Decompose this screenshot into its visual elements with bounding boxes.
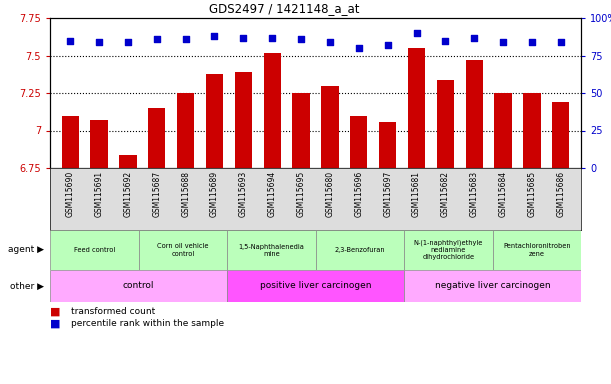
Bar: [235, 72, 252, 168]
Point: [325, 39, 335, 45]
Text: negative liver carcinogen: negative liver carcinogen: [434, 281, 551, 291]
Point: [65, 37, 75, 43]
Text: GSM115690: GSM115690: [66, 171, 75, 217]
Bar: [315, 230, 404, 270]
Point: [268, 35, 277, 41]
Text: GDS2497 / 1421148_a_at: GDS2497 / 1421148_a_at: [210, 2, 360, 15]
Text: 1,5-Naphthalenedia
mine: 1,5-Naphthalenedia mine: [238, 243, 304, 257]
Text: GSM115697: GSM115697: [383, 171, 392, 217]
Text: GSM115691: GSM115691: [95, 171, 103, 217]
Text: ■: ■: [50, 319, 64, 329]
Text: GSM115696: GSM115696: [354, 171, 364, 217]
Point: [382, 42, 392, 48]
Text: percentile rank within the sample: percentile rank within the sample: [71, 319, 224, 328]
Bar: [492, 230, 581, 270]
Bar: [404, 270, 581, 302]
Text: control: control: [123, 281, 154, 291]
Text: GSM115681: GSM115681: [412, 171, 421, 217]
Bar: [552, 102, 569, 168]
Text: GSM115684: GSM115684: [499, 171, 508, 217]
Text: GSM115683: GSM115683: [470, 171, 479, 217]
Bar: [350, 116, 367, 168]
Bar: [206, 73, 223, 168]
Text: positive liver carcinogen: positive liver carcinogen: [260, 281, 371, 291]
Point: [210, 33, 219, 39]
Text: GSM115692: GSM115692: [123, 171, 133, 217]
Point: [441, 37, 450, 43]
Point: [296, 36, 306, 42]
Point: [152, 36, 162, 42]
Bar: [227, 230, 315, 270]
Bar: [50, 230, 139, 270]
Bar: [494, 93, 512, 168]
Point: [94, 39, 104, 45]
Point: [498, 39, 508, 45]
Text: Pentachloronitroben
zene: Pentachloronitroben zene: [503, 243, 571, 257]
Text: ■: ■: [50, 307, 64, 317]
Bar: [408, 48, 425, 168]
Bar: [148, 108, 166, 168]
Bar: [437, 79, 454, 168]
Bar: [263, 53, 281, 168]
Point: [412, 30, 422, 36]
Bar: [62, 116, 79, 168]
Bar: [466, 60, 483, 168]
Text: other ▶: other ▶: [10, 281, 44, 291]
Text: agent ▶: agent ▶: [8, 245, 44, 255]
Point: [469, 35, 479, 41]
Bar: [293, 93, 310, 168]
Text: GSM115685: GSM115685: [527, 171, 536, 217]
Text: GSM115686: GSM115686: [556, 171, 565, 217]
Text: N-(1-naphthyl)ethyle
nediamine
dihydrochloride: N-(1-naphthyl)ethyle nediamine dihydroch…: [414, 240, 483, 260]
Bar: [139, 230, 227, 270]
Text: GSM115682: GSM115682: [441, 171, 450, 217]
Text: GSM115695: GSM115695: [296, 171, 306, 217]
Bar: [404, 230, 492, 270]
Bar: [90, 120, 108, 168]
Text: GSM115680: GSM115680: [326, 171, 334, 217]
Point: [181, 36, 191, 42]
Bar: [50, 270, 227, 302]
Text: GSM115694: GSM115694: [268, 171, 277, 217]
Text: GSM115689: GSM115689: [210, 171, 219, 217]
Text: transformed count: transformed count: [71, 308, 156, 316]
Text: GSM115687: GSM115687: [152, 171, 161, 217]
Point: [238, 35, 248, 41]
Point: [354, 45, 364, 51]
Text: Feed control: Feed control: [73, 247, 115, 253]
Point: [527, 39, 537, 45]
Bar: [227, 270, 404, 302]
Bar: [177, 93, 194, 168]
Text: GSM115693: GSM115693: [239, 171, 248, 217]
Text: 2,3-Benzofuran: 2,3-Benzofuran: [334, 247, 385, 253]
Text: Corn oil vehicle
control: Corn oil vehicle control: [157, 243, 208, 257]
Text: GSM115688: GSM115688: [181, 171, 190, 217]
Point: [123, 39, 133, 45]
Bar: [321, 86, 338, 168]
Bar: [523, 93, 541, 168]
Point: [556, 39, 566, 45]
Bar: [119, 154, 137, 168]
Bar: [379, 121, 397, 168]
